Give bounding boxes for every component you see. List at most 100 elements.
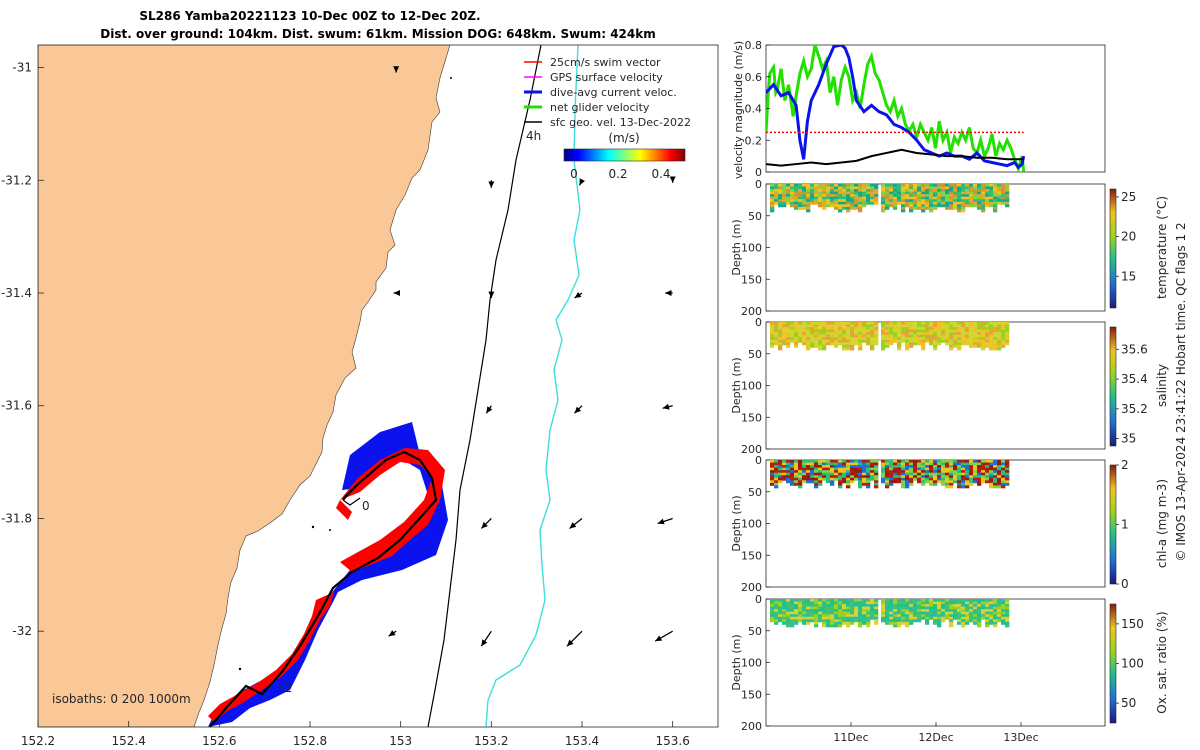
heatmap-cell <box>901 485 906 489</box>
heatmap-cell <box>866 611 871 615</box>
heatmap-cell <box>774 342 779 346</box>
heatmap-cell <box>870 599 875 602</box>
heatmap-cell <box>810 327 815 331</box>
heatmap-cell <box>854 322 859 325</box>
heatmap-cell <box>933 332 938 336</box>
map-colorbar: (m/s) 0 0.2 0.4 <box>563 131 686 181</box>
heatmap-cell <box>842 201 847 205</box>
heatmap-cell <box>933 477 938 481</box>
heatmap-cell <box>905 599 910 602</box>
heatmap-cell <box>989 334 994 338</box>
heatmap-cell <box>794 609 799 613</box>
heatmap-cell <box>973 616 978 620</box>
heatmap-cell <box>989 604 994 608</box>
heatmap-cell <box>901 601 906 605</box>
heatmap-cell <box>997 482 1002 486</box>
heatmap-cell <box>961 480 966 484</box>
heatmap-cell <box>985 621 990 625</box>
heatmap-cell <box>993 460 998 463</box>
heatmap-cell <box>969 329 974 333</box>
heatmap-cell <box>822 606 827 610</box>
heatmap-cell <box>1001 470 1006 474</box>
heatmap-cell <box>858 599 863 602</box>
heatmap-cell <box>870 322 875 325</box>
heatmap-cell <box>881 477 886 481</box>
heatmap-cell <box>985 624 990 628</box>
heatmap-cell <box>770 201 775 205</box>
heatmap-cell <box>897 329 902 333</box>
geo-vector-head <box>657 518 665 525</box>
heatmap-cell <box>786 339 791 343</box>
heatmap-cell <box>881 342 886 346</box>
heatmap-cell <box>874 601 879 605</box>
heatmap-cell <box>838 606 843 610</box>
colorbar-tick-label: 0 <box>1121 577 1129 591</box>
heatmap-cell <box>822 191 827 195</box>
heatmap-cell <box>842 604 847 608</box>
isobath-1000m <box>427 45 542 727</box>
heatmap-cell <box>925 614 930 618</box>
heatmap-cell <box>909 337 914 341</box>
heatmap-cell <box>826 332 831 336</box>
heatmap-cell <box>929 199 934 203</box>
heatmap-cell <box>862 475 867 479</box>
heatmap-cell <box>973 189 978 193</box>
heatmap-cell <box>973 609 978 613</box>
heatmap-cell <box>905 204 910 208</box>
heatmap-cell <box>949 472 954 476</box>
heatmap-cell <box>989 191 994 195</box>
heatmap-cell <box>893 480 898 484</box>
heatmap-cell <box>965 191 970 195</box>
heatmap-cell <box>909 477 914 481</box>
heatmap-cell <box>802 189 807 193</box>
heatmap-cell <box>850 191 855 195</box>
heatmap-cell <box>977 189 982 193</box>
heatmap-cell <box>862 470 867 474</box>
heatmap-cell <box>794 475 799 479</box>
heatmap-cell <box>881 206 886 210</box>
heatmap-cell <box>870 460 875 463</box>
heatmap-cell <box>1005 475 1010 479</box>
heatmap-cell <box>925 611 930 615</box>
heatmap-cell <box>842 204 847 208</box>
heatmap-cell <box>826 201 831 205</box>
heatmap-cell <box>945 460 950 463</box>
heatmap-cell <box>1005 337 1010 341</box>
heatmap-cell <box>842 322 847 325</box>
heatmap-cell <box>778 614 783 618</box>
map-y-tick-label: -31.8 <box>1 511 32 525</box>
heatmap-cell <box>850 184 855 187</box>
heatmap-cell <box>937 201 942 205</box>
heatmap-cell <box>981 201 986 205</box>
heatmap-cell <box>989 199 994 203</box>
heatmap-cell <box>989 467 994 471</box>
heatmap-cell <box>949 201 954 205</box>
heatmap-cell <box>842 619 847 623</box>
heatmap-cell <box>897 347 902 351</box>
heatmap-cell <box>989 339 994 343</box>
heatmap-cell <box>786 470 791 474</box>
heatmap-cell <box>838 616 843 620</box>
heatmap-cell <box>901 329 906 333</box>
heatmap-cell <box>981 462 986 466</box>
heatmap-cell <box>917 616 922 620</box>
heatmap-cell <box>814 601 819 605</box>
heatmap-cell <box>989 465 994 469</box>
heatmap-cell <box>901 599 906 602</box>
geo-vectors <box>388 66 676 647</box>
heatmap-cell <box>961 599 966 602</box>
heatmap-cell <box>790 332 795 336</box>
heatmap-cell <box>893 334 898 338</box>
heatmap-cell <box>889 475 894 479</box>
heatmap-cell <box>897 472 902 476</box>
heatmap-cell <box>834 621 839 625</box>
heatmap-cell <box>901 614 906 618</box>
heatmap-cell <box>874 477 879 481</box>
heatmap-cell <box>830 475 835 479</box>
heatmap-cell <box>862 189 867 193</box>
heatmap-cell <box>961 460 966 463</box>
geo-vector-head <box>579 178 586 186</box>
heatmap-cell <box>790 460 795 463</box>
heatmap-cell <box>937 332 942 336</box>
